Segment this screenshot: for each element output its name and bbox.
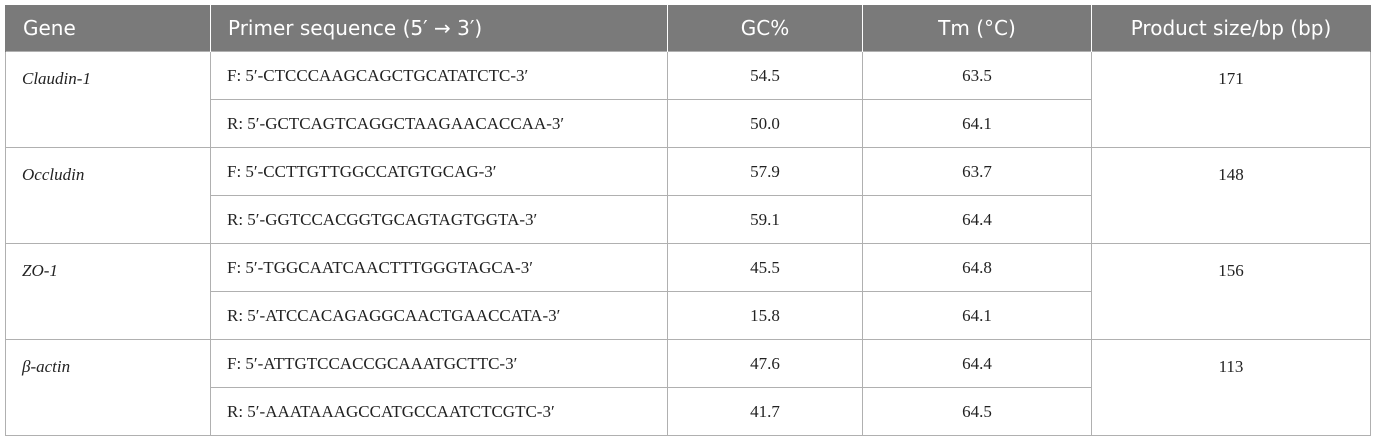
gene-name: ZO-1 [5, 243, 211, 340]
gc-value: 45.5 [667, 243, 863, 292]
gc-value: 47.6 [667, 339, 863, 388]
tm-value: 64.8 [862, 243, 1092, 292]
gene-name: Claudin-1 [5, 51, 211, 148]
tm-value: 64.4 [862, 195, 1092, 244]
header-row: Gene Primer sequence (5′ → 3′) GC% Tm (°… [5, 5, 1371, 52]
primer-sequence: F: 5′-CTCCCAAGCAGCTGCATATCTC-3′ [210, 51, 668, 100]
gene-name: β-actin [5, 339, 211, 436]
primer-sequence: R: 5′-GCTCAGTCAGGCTAAGAACACCAA-3′ [210, 99, 668, 148]
gc-value: 41.7 [667, 387, 863, 436]
product-size: 148 [1091, 147, 1371, 244]
table-row: Claudin-1 F: 5′-CTCCCAAGCAGCTGCATATCTC-3… [5, 51, 1371, 148]
primer-sequence: R: 5′-AAATAAAGCCATGCCAATCTCGTC-3′ [210, 387, 668, 436]
tm-value: 63.7 [862, 147, 1092, 196]
gc-value: 54.5 [667, 51, 863, 100]
primer-table: Gene Primer sequence (5′ → 3′) GC% Tm (°… [5, 5, 1371, 436]
primer-sequence: R: 5′-GGTCCACGGTGCAGTAGTGGTA-3′ [210, 195, 668, 244]
gc-value: 50.0 [667, 99, 863, 148]
product-size: 113 [1091, 339, 1371, 436]
primer-sequence: F: 5′-ATTGTCCACCGCAAATGCTTC-3′ [210, 339, 668, 388]
gc-value: 57.9 [667, 147, 863, 196]
table-row: R: 5′-GCTCAGTCAGGCTAAGAACACCAA-3′ 50.0 6… [6, 99, 1371, 148]
primer-sequence: F: 5′-CCTTGTTGGCCATGTGCAG-3′ [210, 147, 668, 196]
table-row: R: 5′-GGTCCACGGTGCAGTAGTGGTA-3′ 59.1 64.… [6, 195, 1371, 244]
header-primer-sequence: Primer sequence (5′ → 3′) [210, 5, 668, 52]
table-row: R: 5′-ATCCACAGAGGCAACTGAACCATA-3′ 15.8 6… [6, 291, 1371, 340]
header-gc-percent: GC% [667, 5, 863, 52]
header-product-size: Product size/bp (bp) [1091, 5, 1371, 52]
gc-value: 15.8 [667, 291, 863, 340]
table-row: Occludin F: 5′-CCTTGTTGGCCATGTGCAG-3′ 57… [5, 147, 1371, 244]
table-row: ZO-1 F: 5′-TGGCAATCAACTTTGGGTAGCA-3′ 45.… [5, 243, 1371, 340]
tm-value: 64.1 [862, 291, 1092, 340]
header-tm: Tm (°C) [862, 5, 1092, 52]
header-gene: Gene [5, 5, 211, 52]
product-size: 171 [1091, 51, 1371, 148]
product-size: 156 [1091, 243, 1371, 340]
gene-name: Occludin [5, 147, 211, 244]
table-row: β-actin F: 5′-ATTGTCCACCGCAAATGCTTC-3′ 4… [5, 339, 1371, 436]
tm-value: 64.5 [862, 387, 1092, 436]
table-row: R: 5′-AAATAAAGCCATGCCAATCTCGTC-3′ 41.7 6… [6, 387, 1371, 436]
primer-sequence: R: 5′-ATCCACAGAGGCAACTGAACCATA-3′ [210, 291, 668, 340]
primer-sequence: F: 5′-TGGCAATCAACTTTGGGTAGCA-3′ [210, 243, 668, 292]
tm-value: 64.4 [862, 339, 1092, 388]
gc-value: 59.1 [667, 195, 863, 244]
tm-value: 63.5 [862, 51, 1092, 100]
tm-value: 64.1 [862, 99, 1092, 148]
